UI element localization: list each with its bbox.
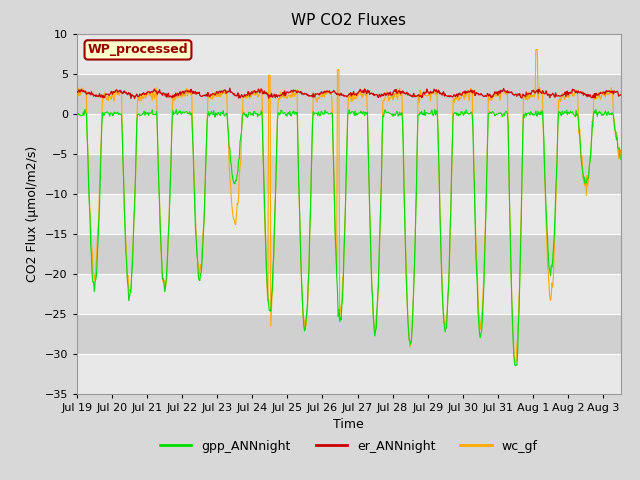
Bar [77, 154, 621, 193]
Legend: gpp_ANNnight, er_ANNnight, wc_gf: gpp_ANNnight, er_ANNnight, wc_gf [155, 434, 543, 457]
Bar [77, 34, 621, 73]
Title: WP CO2 Fluxes: WP CO2 Fluxes [291, 13, 406, 28]
Bar [77, 354, 621, 394]
Bar [77, 274, 621, 313]
Y-axis label: CO2 Flux (μmol/m2/s): CO2 Flux (μmol/m2/s) [26, 145, 38, 282]
X-axis label: Time: Time [333, 418, 364, 431]
Text: WP_processed: WP_processed [88, 43, 188, 56]
Bar [77, 73, 621, 114]
Bar [77, 193, 621, 234]
Bar [77, 114, 621, 154]
Bar [77, 234, 621, 274]
Bar [77, 313, 621, 354]
